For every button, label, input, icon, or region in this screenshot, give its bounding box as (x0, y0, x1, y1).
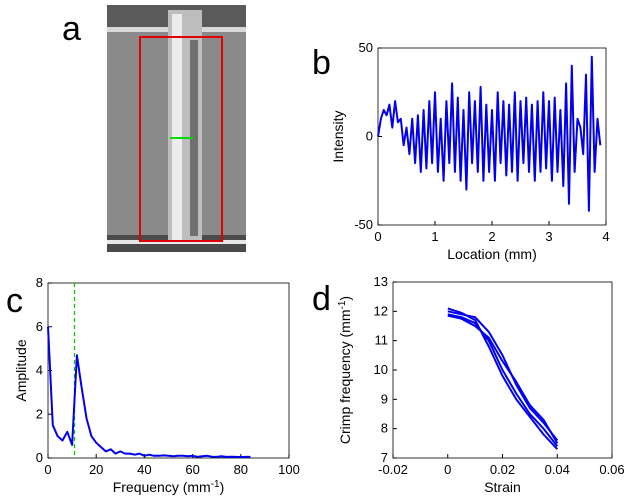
x-tick-label: 3 (545, 229, 552, 244)
y-tick-label: -50 (354, 217, 373, 232)
y-axis-label: Intensity (330, 110, 346, 162)
data-line (377, 55, 602, 212)
panel-label: d (312, 280, 331, 318)
roi-box (139, 36, 223, 242)
y-axis-label-part: -1 (337, 300, 348, 309)
y-axis-label-part: Crimp frequency (mm (337, 309, 353, 444)
x-axis-label-part: Frequency (mm (113, 479, 211, 495)
plot-frame (47, 282, 290, 459)
x-tick-label: 60 (185, 462, 199, 477)
x-tick-label: 2 (488, 229, 495, 244)
x-tick-label: 80 (234, 462, 248, 477)
x-tick-label: 100 (278, 462, 300, 477)
fiber-shadow (190, 40, 198, 236)
y-tick-label: 50 (359, 40, 373, 55)
data-line (47, 326, 251, 459)
data-line (447, 313, 559, 447)
y-tick-label: 9 (381, 391, 388, 406)
y-tick-label: 4 (36, 363, 43, 378)
panel-label: c (6, 282, 23, 320)
y-tick-label: 12 (374, 303, 388, 318)
y-tick-label: 11 (375, 333, 389, 348)
x-tick-label: 4 (602, 229, 609, 244)
y-tick-label: 6 (36, 319, 43, 334)
y-tick-label: 13 (374, 274, 388, 289)
x-tick-label: 40 (137, 462, 151, 477)
y-axis-label-part: ) (337, 296, 353, 301)
data-line (447, 307, 559, 450)
y-tick-label: 10 (374, 362, 388, 377)
x-tick-label: 1 (431, 229, 438, 244)
fiber-highlight (172, 14, 182, 240)
x-tick-label: -0.02 (378, 462, 408, 477)
micrograph (107, 5, 246, 252)
x-tick-label: 0.02 (490, 462, 515, 477)
y-axis-label: Crimp frequency (mm-1) (337, 296, 354, 444)
x-axis-label: Location (mm) (447, 246, 536, 262)
x-tick-label: 0.04 (545, 462, 570, 477)
x-axis-label-part: ) (220, 479, 225, 495)
y-tick-label: 2 (36, 406, 43, 421)
x-tick-label: 0 (444, 462, 451, 477)
x-axis-label: Strain (484, 479, 521, 495)
panel-label: a (62, 10, 81, 48)
x-tick-label: 0 (374, 229, 381, 244)
x-axis-label-part: -1 (211, 479, 220, 490)
x-axis-label: Frequency (mm-1) (113, 479, 225, 496)
y-tick-label: 0 (366, 129, 373, 144)
x-tick-label: 20 (89, 462, 103, 477)
panel-label: b (312, 44, 331, 82)
y-tick-label: 8 (381, 421, 388, 436)
y-tick-label: 8 (36, 275, 43, 290)
y-tick-label: 0 (36, 450, 43, 465)
y-axis-label: Amplitude (13, 339, 29, 401)
x-tick-label: 0.06 (599, 462, 624, 477)
y-tick-label: 7 (381, 450, 388, 465)
x-tick-label: 0 (44, 462, 51, 477)
data-line (447, 314, 559, 444)
